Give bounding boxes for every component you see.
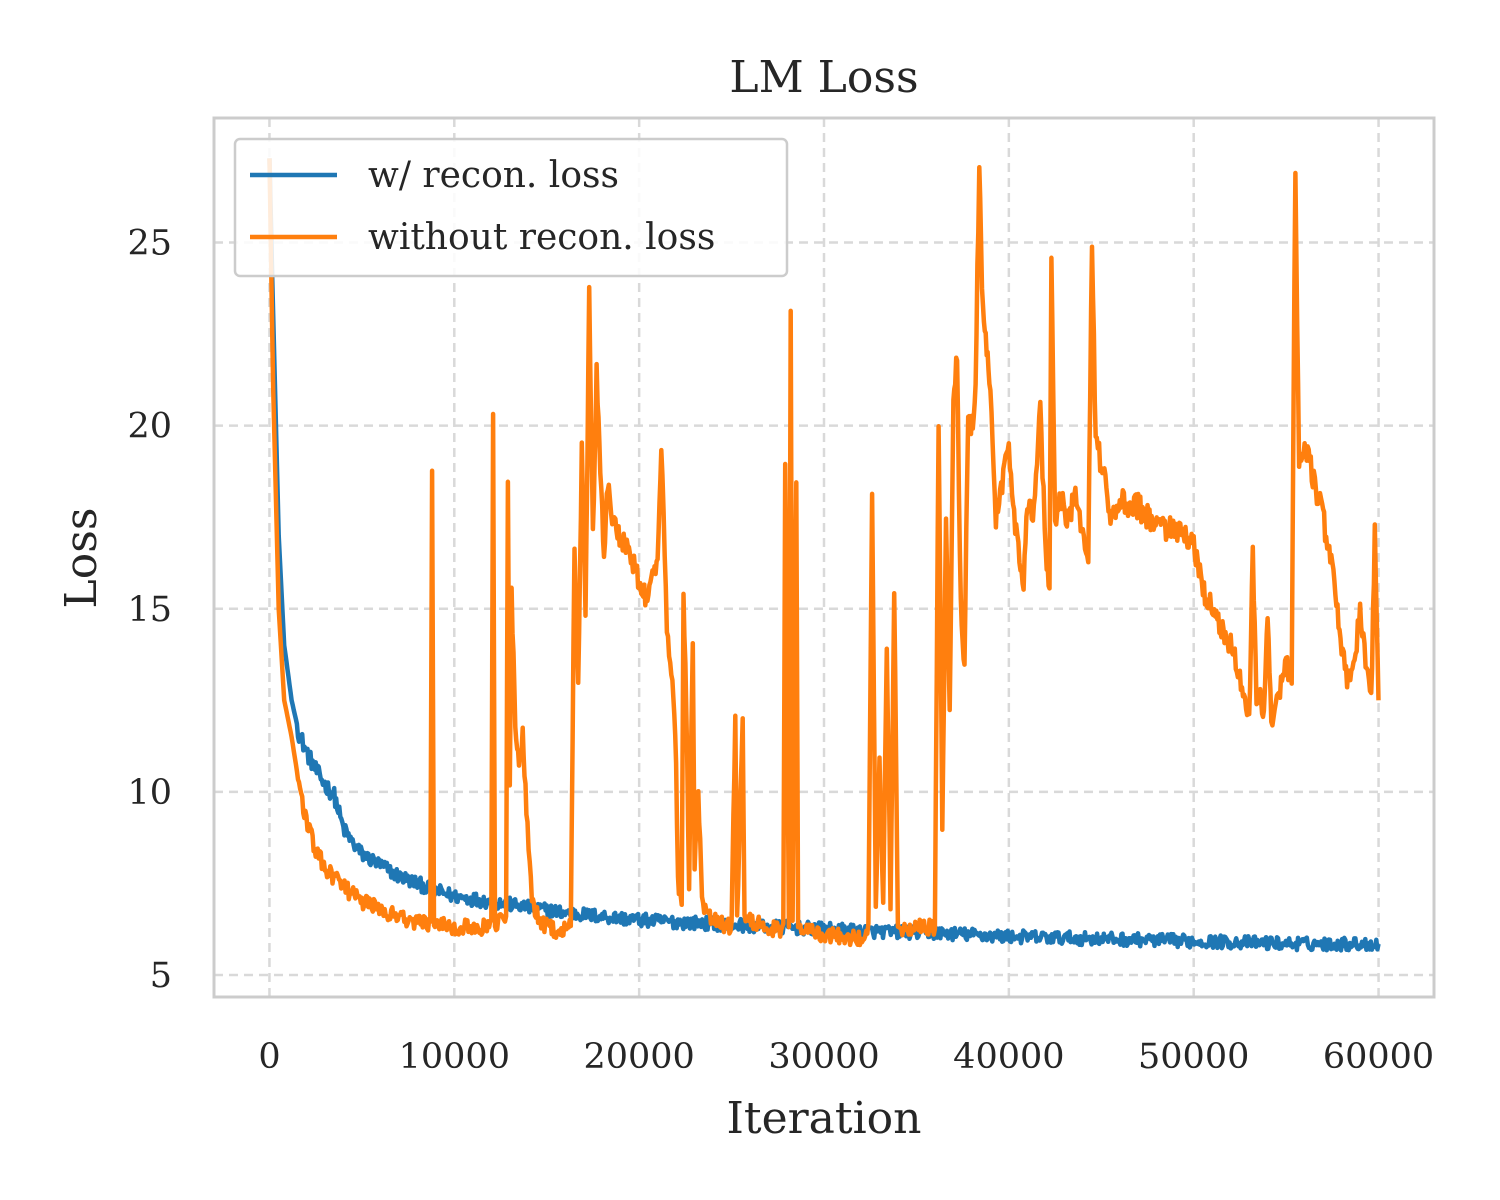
y-tick-label: 15 [127,590,172,630]
x-tick-label: 50000 [1138,1037,1249,1077]
x-tick-label: 60000 [1323,1037,1434,1077]
series-layer [267,158,1381,953]
legend-box [233,137,789,278]
legend-label: w/ recon. loss [368,155,619,196]
x-tick-label: 0 [258,1037,280,1077]
y-tick-label: 10 [127,773,172,813]
legend: w/ recon. loss without recon. loss [233,137,789,278]
legend-label: without recon. loss [368,217,715,258]
plot-frame [212,116,1436,999]
x-tick-label: 10000 [399,1037,510,1077]
chart-title: LM Loss [729,52,918,103]
y-tick-labels: 5 10 15 20 25 [127,224,172,997]
grid-lines [214,118,1434,997]
y-tick-label: 20 [127,407,172,447]
series-line-without-recon-loss [267,158,1381,948]
x-axis-label: Iteration [727,1093,922,1144]
y-axis-label: Loss [56,508,107,609]
y-tick-label: 25 [127,224,172,264]
x-tick-label: 20000 [583,1037,694,1077]
x-tick-label: 40000 [953,1037,1064,1077]
x-tick-labels: 0 10000 20000 30000 40000 50000 60000 [258,1037,1434,1077]
y-tick-label: 5 [150,956,172,996]
series-line-with-recon-loss [267,158,1381,953]
x-tick-label: 30000 [768,1037,879,1077]
